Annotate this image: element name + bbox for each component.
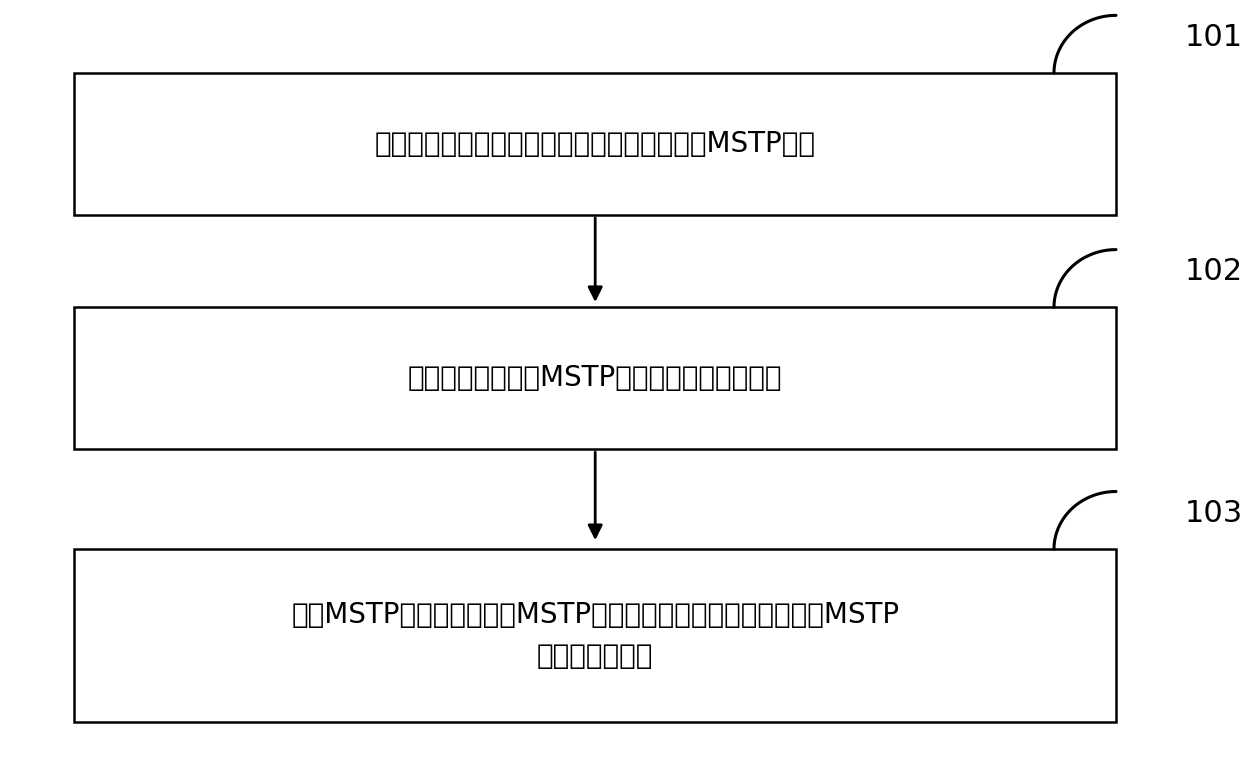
Bar: [74, 73, 1116, 215]
Text: 当网络拓扑发生变化时，记录状态发生变化的MSTP端口: 当网络拓扑发生变化时，记录状态发生变化的MSTP端口: [374, 130, 816, 158]
Bar: [74, 307, 1116, 449]
Bar: [74, 549, 1116, 722]
Text: 启动MSTP协议，基于所述MSTP协议清除设置了状态变化标记的MSTP
端口的邻居表项: 启动MSTP协议，基于所述MSTP协议清除设置了状态变化标记的MSTP 端口的邻…: [291, 601, 899, 670]
Text: 103: 103: [1184, 499, 1240, 528]
Text: 为状态发生变化的MSTP端口设置状态变化标记: 为状态发生变化的MSTP端口设置状态变化标记: [408, 364, 782, 392]
Text: 101: 101: [1184, 23, 1240, 52]
Text: 102: 102: [1184, 257, 1240, 286]
